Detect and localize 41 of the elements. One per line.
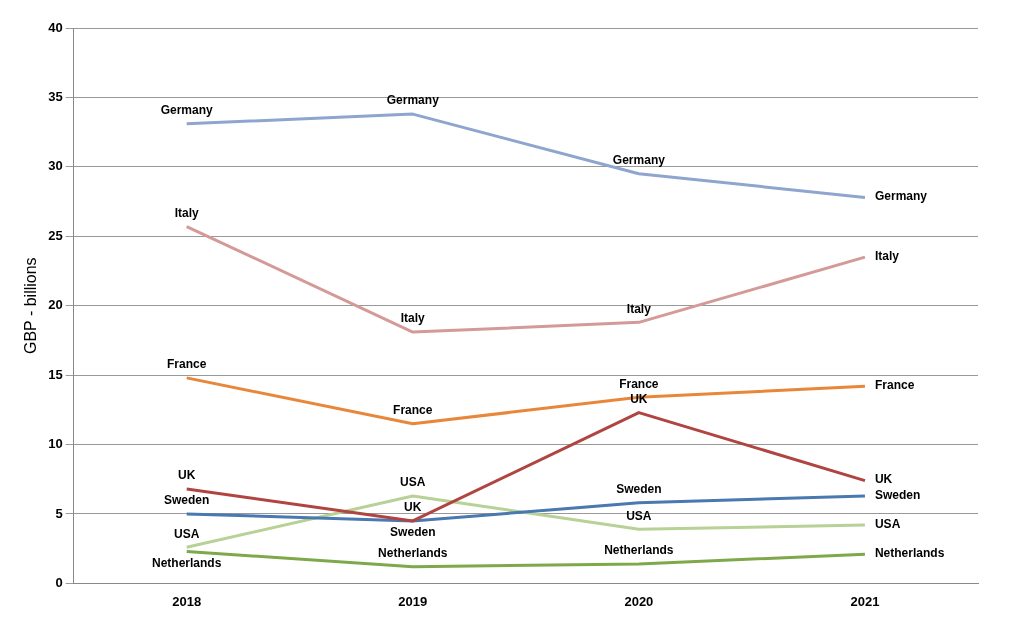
- y-tick-label: 25: [48, 227, 63, 243]
- series-label: Germany: [612, 153, 666, 168]
- y-tick-label: 10: [48, 436, 63, 452]
- y-axis-title: GBP - billions: [22, 257, 40, 355]
- text: Sweden: [164, 493, 210, 508]
- x-tick-label: 2019: [398, 593, 428, 609]
- series-label: Italy: [400, 311, 426, 326]
- text: UK: [874, 472, 893, 487]
- text: Netherlands: [378, 546, 448, 561]
- series-label: UK: [404, 500, 422, 515]
- text: France: [167, 357, 207, 372]
- text: USA: [874, 516, 901, 531]
- y-tick-label: 15: [48, 366, 63, 382]
- series-label: Sweden: [390, 525, 436, 540]
- y-tick-label: 40: [48, 19, 63, 35]
- y-tick-label: 0: [55, 574, 63, 590]
- text: France: [619, 376, 659, 391]
- text: Germany: [160, 103, 213, 118]
- text: Sweden: [874, 487, 921, 502]
- text: Italy: [874, 248, 899, 263]
- text: Germany: [386, 93, 439, 108]
- text: Italy: [174, 205, 199, 220]
- text: Italy: [626, 301, 651, 316]
- text: USA: [626, 508, 652, 523]
- text: France: [874, 378, 915, 393]
- y-tick-label: 5: [55, 505, 63, 521]
- x-tick-label: 2018: [172, 593, 202, 609]
- y-tick-label: 30: [48, 158, 63, 174]
- text: Netherlands: [604, 543, 674, 558]
- text: Netherlands: [874, 546, 945, 561]
- series-label: France: [393, 403, 433, 418]
- y-tick-label: 20: [48, 297, 63, 313]
- x-tick-label: 2020: [624, 593, 654, 609]
- x-tick-label: 2021: [850, 593, 880, 609]
- text: USA: [400, 475, 426, 490]
- text: Sweden: [616, 482, 662, 497]
- text: UK: [178, 468, 196, 483]
- series-label: USA: [174, 526, 200, 541]
- y-tick-label: 35: [48, 89, 63, 104]
- text: Germany: [874, 189, 927, 204]
- series-label: Netherlands: [152, 555, 222, 570]
